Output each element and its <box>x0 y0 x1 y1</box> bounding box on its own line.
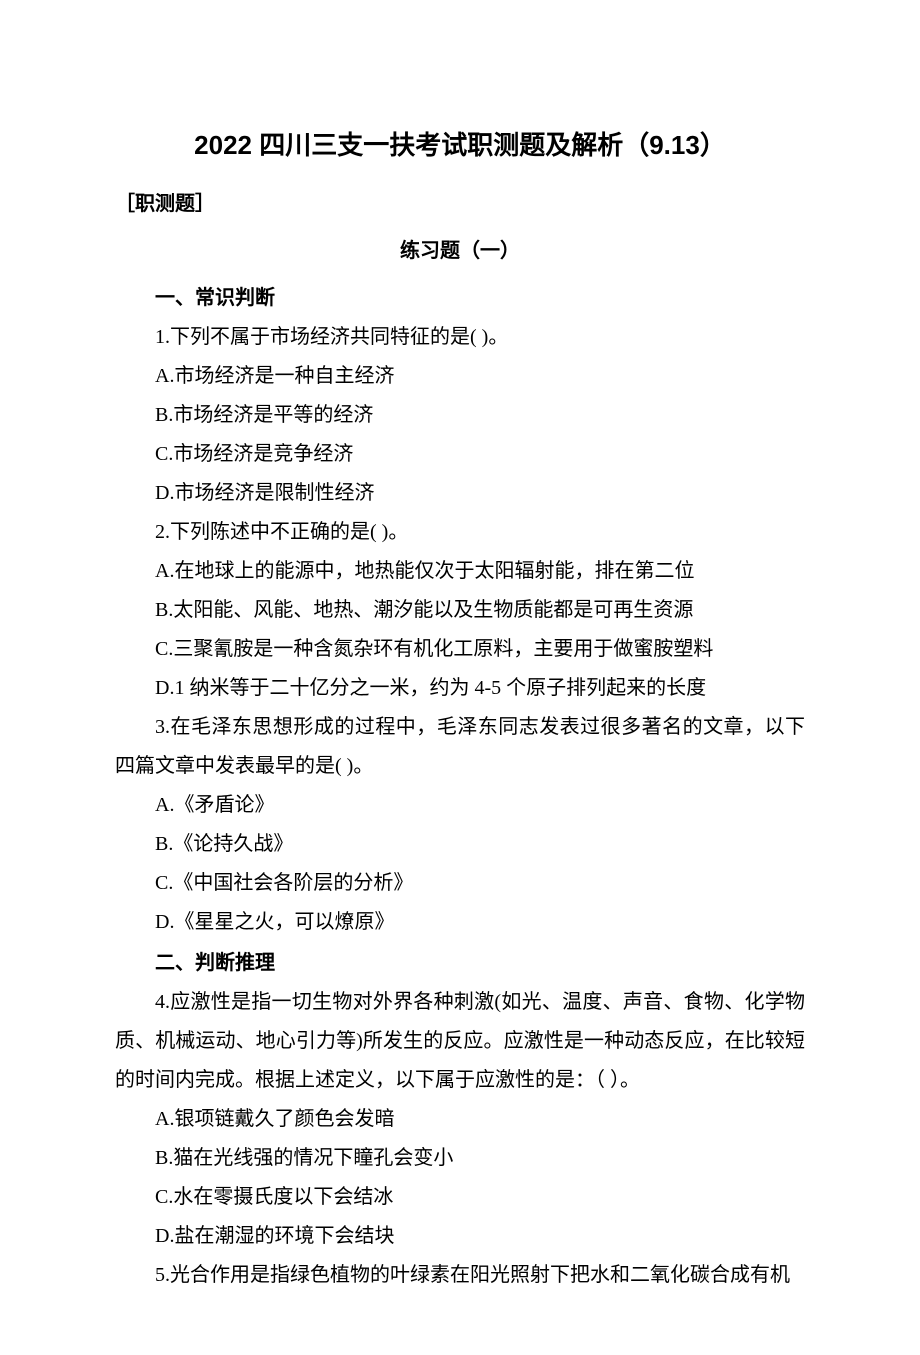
option-b: B.市场经济是平等的经济 <box>115 396 805 435</box>
option-d: D.《星星之火，可以燎原》 <box>115 903 805 942</box>
document-page: 2022 四川三支一扶考试职测题及解析（9.13） ［职测题］ 练习题（一） 一… <box>0 0 920 1355</box>
option-a: A.在地球上的能源中，地热能仅次于太阳辐射能，排在第二位 <box>115 552 805 591</box>
option-b: B.猫在光线强的情况下瞳孔会变小 <box>115 1139 805 1178</box>
option-c: C.水在零摄氏度以下会结冰 <box>115 1178 805 1217</box>
option-a: A.银项链戴久了颜色会发暗 <box>115 1100 805 1139</box>
bracket-label: ［职测题］ <box>115 185 805 224</box>
option-a: A.《矛盾论》 <box>115 786 805 825</box>
option-b: B.《论持久战》 <box>115 825 805 864</box>
section-heading-2: 二、判断推理 <box>115 944 805 983</box>
option-c: C.市场经济是竞争经济 <box>115 435 805 474</box>
option-d: D.市场经济是限制性经济 <box>115 474 805 513</box>
option-b: B.太阳能、风能、地热、潮汐能以及生物质能都是可再生资源 <box>115 591 805 630</box>
page-title: 2022 四川三支一扶考试职测题及解析（9.13） <box>115 120 805 171</box>
question-stem: 5.光合作用是指绿色植物的叶绿素在阳光照射下把水和二氧化碳合成有机 <box>115 1256 805 1295</box>
option-d: D.盐在潮湿的环境下会结块 <box>115 1217 805 1256</box>
question-stem: 4.应激性是指一切生物对外界各种刺激(如光、温度、声音、食物、化学物质、机械运动… <box>115 983 805 1100</box>
practice-heading: 练习题（一） <box>115 232 805 271</box>
option-a: A.市场经济是一种自主经济 <box>115 357 805 396</box>
option-d: D.1 纳米等于二十亿分之一米，约为 4-5 个原子排列起来的长度 <box>115 669 805 708</box>
option-c: C.三聚氰胺是一种含氮杂环有机化工原料，主要用于做蜜胺塑料 <box>115 630 805 669</box>
question-stem: 1.下列不属于市场经济共同特征的是( )。 <box>115 318 805 357</box>
section-heading-1: 一、常识判断 <box>115 279 805 318</box>
question-stem: 3.在毛泽东思想形成的过程中，毛泽东同志发表过很多著名的文章，以下四篇文章中发表… <box>115 708 805 786</box>
question-stem: 2.下列陈述中不正确的是( )。 <box>115 513 805 552</box>
option-c: C.《中国社会各阶层的分析》 <box>115 864 805 903</box>
